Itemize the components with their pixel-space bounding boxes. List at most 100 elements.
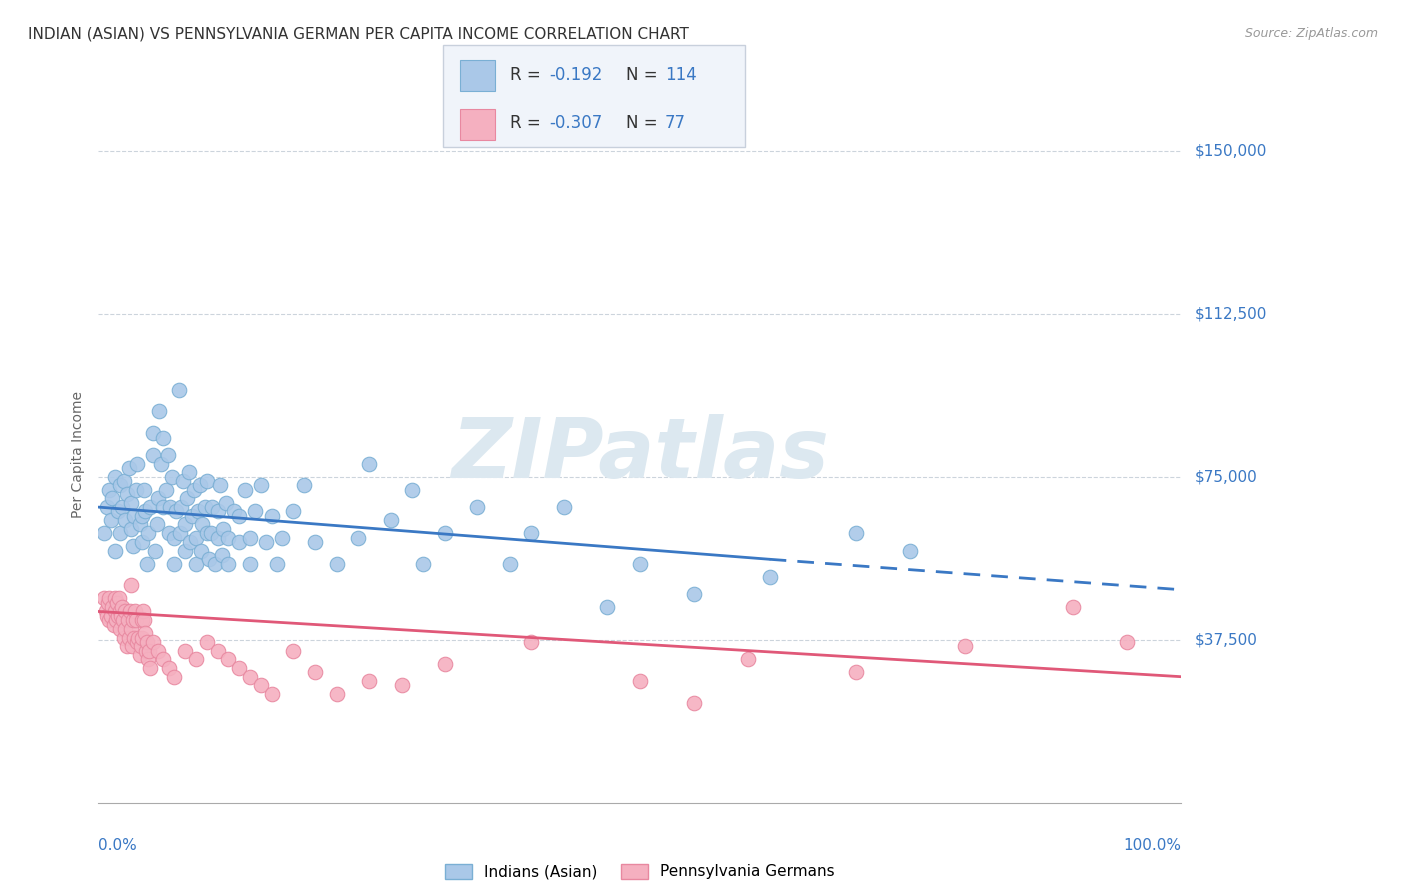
Point bbox=[201, 500, 224, 514]
Point bbox=[212, 522, 235, 536]
Point bbox=[174, 643, 197, 657]
Point bbox=[143, 543, 166, 558]
Point bbox=[1062, 600, 1084, 615]
Text: 0.0%: 0.0% bbox=[98, 838, 138, 854]
Point bbox=[112, 474, 135, 488]
Point bbox=[467, 500, 489, 514]
Point bbox=[134, 504, 156, 518]
Point bbox=[157, 526, 180, 541]
Point bbox=[118, 461, 141, 475]
Text: $150,000: $150,000 bbox=[1195, 143, 1267, 158]
Point bbox=[207, 643, 229, 657]
Point bbox=[138, 643, 160, 657]
Point bbox=[499, 557, 522, 571]
Point bbox=[195, 635, 218, 649]
Point bbox=[122, 508, 145, 523]
Point bbox=[93, 591, 115, 606]
Point bbox=[208, 478, 231, 492]
Point bbox=[112, 613, 135, 627]
Point bbox=[163, 670, 186, 684]
Point bbox=[112, 631, 135, 645]
Point bbox=[115, 639, 138, 653]
Point bbox=[108, 526, 131, 541]
Point bbox=[122, 539, 145, 553]
Point bbox=[148, 404, 170, 418]
Point bbox=[292, 478, 315, 492]
Point bbox=[183, 483, 205, 497]
Text: N =: N = bbox=[626, 114, 662, 132]
Y-axis label: Per Capita Income: Per Capita Income bbox=[72, 392, 86, 518]
Point bbox=[152, 652, 174, 666]
Point bbox=[115, 487, 138, 501]
Point bbox=[98, 591, 121, 606]
Point bbox=[174, 517, 197, 532]
Point bbox=[96, 608, 118, 623]
Point bbox=[250, 678, 273, 692]
Point bbox=[433, 657, 456, 671]
Point bbox=[104, 591, 127, 606]
Text: INDIAN (ASIAN) VS PENNSYLVANIA GERMAN PER CAPITA INCOME CORRELATION CHART: INDIAN (ASIAN) VS PENNSYLVANIA GERMAN PE… bbox=[28, 27, 689, 42]
Point bbox=[953, 639, 976, 653]
Point bbox=[131, 613, 153, 627]
Point bbox=[108, 591, 131, 606]
Point bbox=[250, 478, 273, 492]
Point bbox=[131, 508, 153, 523]
Point bbox=[628, 674, 651, 689]
Point bbox=[239, 557, 262, 571]
Point bbox=[136, 526, 159, 541]
Point bbox=[146, 491, 169, 506]
Point bbox=[101, 491, 124, 506]
Point bbox=[146, 517, 169, 532]
Text: ZIPatlas: ZIPatlas bbox=[451, 415, 828, 495]
Point bbox=[217, 531, 239, 545]
Point bbox=[433, 526, 456, 541]
Point bbox=[845, 526, 868, 541]
Point bbox=[152, 431, 174, 445]
Text: 100.0%: 100.0% bbox=[1123, 838, 1181, 854]
Point bbox=[111, 600, 134, 615]
Point bbox=[104, 613, 127, 627]
Point bbox=[758, 570, 780, 584]
Point bbox=[129, 639, 152, 653]
Point bbox=[114, 622, 136, 636]
Point bbox=[120, 496, 142, 510]
Point bbox=[325, 557, 347, 571]
Point bbox=[150, 457, 173, 471]
Point bbox=[190, 543, 212, 558]
Point bbox=[195, 474, 218, 488]
Point bbox=[628, 557, 651, 571]
Point bbox=[104, 543, 127, 558]
Point bbox=[401, 483, 423, 497]
Point bbox=[107, 504, 129, 518]
Point bbox=[266, 557, 288, 571]
Text: 77: 77 bbox=[665, 114, 686, 132]
Point bbox=[118, 605, 141, 619]
Point bbox=[96, 500, 118, 514]
Text: $75,000: $75,000 bbox=[1195, 469, 1258, 484]
Point bbox=[127, 635, 149, 649]
Point bbox=[104, 605, 127, 619]
Point bbox=[304, 665, 326, 680]
Point bbox=[93, 526, 115, 541]
Point bbox=[325, 687, 347, 701]
Point bbox=[228, 508, 250, 523]
Point bbox=[1116, 635, 1139, 649]
Point bbox=[283, 643, 305, 657]
Point bbox=[128, 517, 150, 532]
Point bbox=[200, 526, 222, 541]
Point bbox=[114, 513, 136, 527]
Point bbox=[136, 635, 159, 649]
Point bbox=[127, 457, 149, 471]
Text: Source: ZipAtlas.com: Source: ZipAtlas.com bbox=[1244, 27, 1378, 40]
Point bbox=[222, 504, 245, 518]
Text: N =: N = bbox=[626, 66, 662, 84]
Text: $37,500: $37,500 bbox=[1195, 632, 1258, 648]
Point bbox=[412, 557, 434, 571]
Point bbox=[108, 478, 131, 492]
Point bbox=[204, 557, 226, 571]
Point bbox=[105, 596, 128, 610]
Text: -0.307: -0.307 bbox=[550, 114, 603, 132]
Point bbox=[184, 557, 207, 571]
Point bbox=[359, 674, 381, 689]
Point bbox=[94, 605, 117, 619]
